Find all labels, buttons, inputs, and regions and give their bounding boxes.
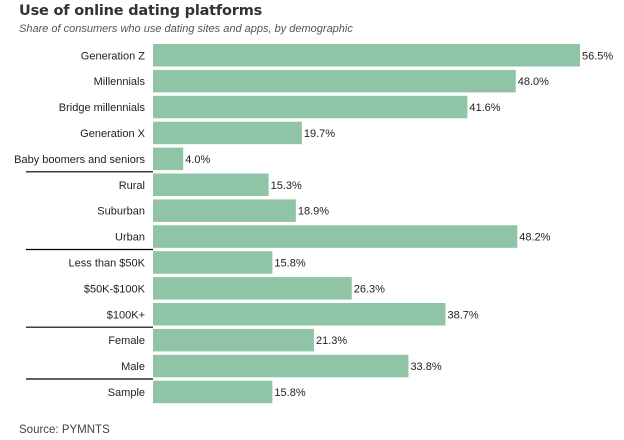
value-label: 4.0%	[185, 154, 210, 166]
bar-5	[153, 173, 269, 196]
category-label: Millennials	[94, 76, 146, 88]
value-label: 15.3%	[271, 180, 302, 192]
bar-9	[153, 277, 352, 300]
category-label: Baby boomers and seniors	[14, 154, 145, 166]
source-note: Source: PYMNTS	[19, 424, 110, 436]
category-label: Generation X	[80, 128, 145, 140]
bar-11	[153, 328, 314, 352]
value-label: 18.9%	[298, 206, 329, 218]
category-label: Less than $50K	[69, 257, 146, 269]
value-label: 15.8%	[274, 257, 305, 269]
bar-4	[153, 147, 184, 171]
value-label: 56.5%	[582, 50, 613, 62]
bar-6	[153, 199, 296, 222]
bar-12	[153, 354, 409, 378]
category-label: Male	[121, 361, 145, 373]
bar-1	[153, 69, 516, 93]
bar-0	[153, 44, 580, 67]
value-label: 19.7%	[304, 128, 335, 140]
chart-subtitle: Share of consumers who use dating sites …	[19, 23, 353, 35]
value-label: 48.0%	[518, 76, 549, 88]
category-label: Rural	[119, 180, 145, 192]
bar-2	[153, 95, 468, 119]
bar-8	[153, 251, 273, 274]
value-label: 38.7%	[447, 309, 478, 321]
category-label: Generation Z	[81, 50, 145, 62]
category-label: $100K+	[107, 309, 145, 321]
value-label: 48.2%	[519, 232, 550, 244]
category-label: Bridge millennials	[59, 102, 146, 114]
category-label: Suburban	[97, 206, 145, 218]
category-label: Sample	[108, 387, 145, 399]
bar-7	[153, 225, 518, 248]
category-label: $50K-$100K	[84, 283, 146, 295]
value-label: 41.6%	[469, 102, 500, 114]
value-label: 15.8%	[274, 387, 305, 399]
bar-13	[153, 380, 273, 404]
value-label: 21.3%	[316, 335, 347, 347]
bar-3	[153, 121, 302, 145]
chart-title: Use of online dating platforms	[19, 3, 263, 19]
bar-10	[153, 303, 446, 326]
category-label: Female	[108, 335, 145, 347]
value-label: 33.8%	[410, 361, 441, 373]
category-label: Urban	[115, 232, 145, 244]
value-label: 26.3%	[354, 283, 385, 295]
bar-chart: Generation Z 56.5% Millennials 48.0% Bridge …	[14, 44, 613, 404]
